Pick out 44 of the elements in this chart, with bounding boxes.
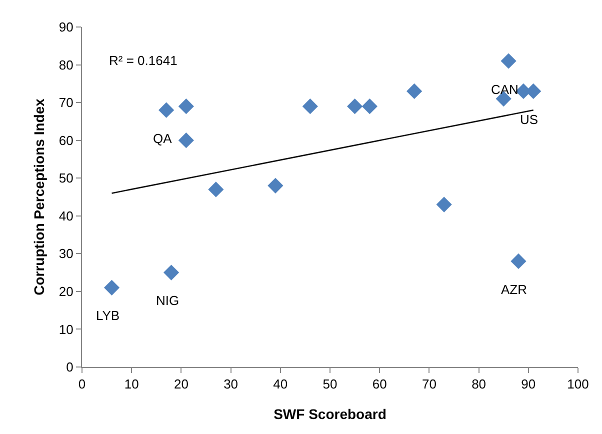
annotation: CAN [491,82,518,97]
x-tick-label: 60 [372,376,387,392]
x-tick-label: 100 [567,376,589,392]
y-tick-label: 70 [58,95,74,110]
point [406,83,422,100]
annotation: R² = 0.1641 [109,53,178,68]
point [268,178,284,194]
x-tick-label: 40 [273,376,288,392]
point [178,98,194,114]
x-tick-label: 10 [124,376,139,392]
point [362,98,378,114]
point [510,253,526,270]
x-tick-label: 90 [521,376,536,392]
point [347,98,363,114]
y-tick-label: 80 [58,57,74,72]
annotation: QA [153,131,172,146]
x-tick-label: 30 [224,376,238,392]
x-tick-label: 80 [472,376,486,392]
y-tick-label: 40 [58,208,74,224]
y-tick-label: 50 [58,170,74,186]
point [208,182,224,198]
x-tick-label: 50 [322,376,338,392]
annotation: US [520,112,538,127]
point [500,53,516,69]
y-tick-label: 10 [58,322,74,337]
x-tick-label: 20 [174,376,188,392]
annotation: LYB [96,308,120,323]
point [178,132,194,148]
point [158,102,174,118]
annotation: AZR [501,282,527,297]
y-tick-label: 20 [58,284,74,299]
x-tick-label: 70 [422,376,436,392]
y-tick-label: 90 [58,20,74,35]
y-tick-label: 0 [66,360,74,375]
y-axis-title: Corruption Perceptions Index [31,98,47,296]
y-tick-label: 30 [58,246,74,262]
point [436,196,452,212]
point [302,98,318,114]
annotation: NIG [156,293,180,308]
point [163,264,180,280]
point [104,280,120,296]
x-tick-label: 0 [78,376,86,392]
y-tick-label: 60 [58,132,74,148]
x-axis-title: SWF Scoreboard [274,406,386,422]
